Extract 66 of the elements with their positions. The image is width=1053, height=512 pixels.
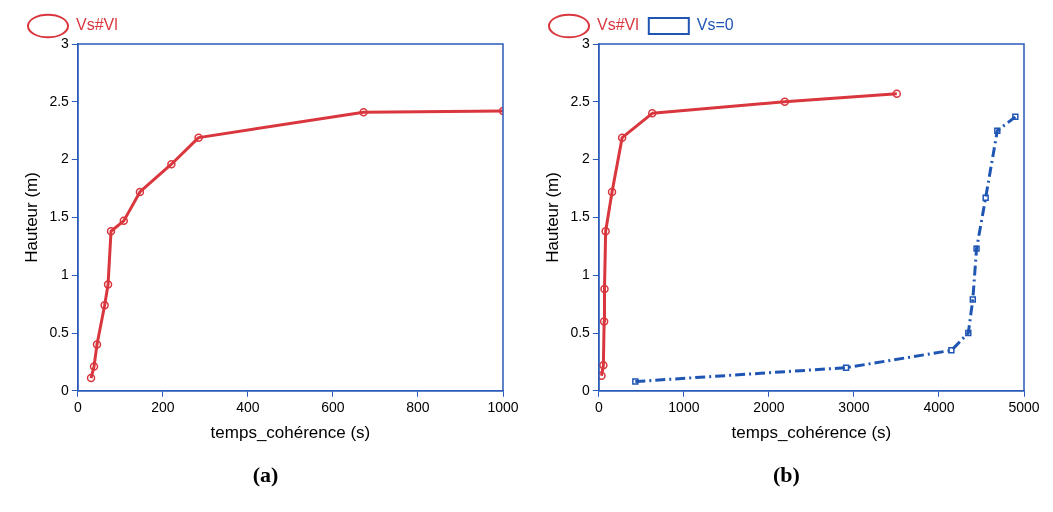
point bbox=[632, 378, 639, 385]
point bbox=[599, 317, 609, 326]
point bbox=[600, 284, 609, 294]
x-tick-label: 3000 bbox=[838, 399, 870, 416]
text: (a) bbox=[252, 462, 279, 488]
x-tick-label: 5000 bbox=[1008, 399, 1040, 416]
point bbox=[1012, 113, 1019, 121]
x-tick-label: 200 bbox=[151, 399, 175, 416]
y-tick-label: 2 bbox=[61, 150, 70, 167]
point bbox=[167, 159, 176, 169]
y-tick-label: 1.5 bbox=[570, 208, 591, 225]
x-axis-title: temps_cohérence (s) bbox=[731, 423, 892, 443]
point bbox=[119, 216, 129, 226]
point bbox=[994, 127, 1001, 134]
point bbox=[969, 296, 977, 303]
x-axis-title: temps_cohérence (s) bbox=[210, 423, 371, 443]
point bbox=[601, 227, 610, 236]
y-tick-label: 0 bbox=[61, 381, 70, 398]
point bbox=[982, 194, 989, 201]
y-axis-title: Hauteur (m) bbox=[542, 172, 562, 263]
y-tick-label: 2.5 bbox=[570, 92, 591, 109]
y-tick-label: 2.5 bbox=[49, 92, 70, 109]
y-tick-label: 2 bbox=[582, 150, 591, 167]
x-tick-label: 1000 bbox=[668, 399, 700, 416]
point bbox=[780, 97, 789, 107]
point bbox=[648, 109, 657, 118]
y-tick-label: 0 bbox=[582, 381, 591, 398]
y-tick-label: 1 bbox=[582, 266, 591, 283]
x-tick-label: 600 bbox=[321, 399, 345, 416]
line-series bbox=[632, 113, 1019, 385]
point bbox=[948, 347, 955, 354]
y-tick-label: 1.5 bbox=[49, 208, 70, 225]
text: (b) bbox=[773, 462, 800, 488]
point bbox=[598, 371, 606, 381]
x-tick-label: 1000 bbox=[487, 399, 519, 416]
point bbox=[607, 187, 617, 197]
point bbox=[965, 329, 972, 337]
point bbox=[973, 245, 980, 252]
point bbox=[86, 373, 96, 383]
point bbox=[599, 361, 608, 370]
point bbox=[842, 364, 850, 371]
x-tick-label: 4000 bbox=[923, 399, 955, 416]
x-tick-label: 800 bbox=[406, 399, 430, 416]
legend-label: Vs#Vl bbox=[597, 16, 639, 34]
point bbox=[92, 340, 102, 349]
x-tick-label: 2000 bbox=[753, 399, 785, 416]
point bbox=[100, 301, 109, 310]
legend-label: Vs#Vl bbox=[76, 16, 118, 34]
y-tick-label: 0.5 bbox=[49, 323, 70, 340]
point bbox=[106, 227, 116, 236]
point bbox=[194, 133, 203, 142]
point bbox=[103, 280, 113, 289]
point bbox=[892, 89, 902, 98]
point bbox=[135, 187, 145, 197]
x-tick-label: 0 bbox=[594, 399, 603, 416]
y-tick-label: 3 bbox=[61, 34, 70, 51]
y-tick-label: 1 bbox=[61, 266, 70, 283]
y-tick-label: 0.5 bbox=[570, 323, 591, 340]
point bbox=[617, 133, 627, 142]
y-tick-label: 3 bbox=[582, 34, 591, 51]
y-axis-title: Hauteur (m) bbox=[21, 172, 41, 263]
legend-label: Vs=0 bbox=[696, 16, 734, 34]
point bbox=[359, 107, 368, 117]
x-tick-label: 0 bbox=[73, 399, 82, 416]
x-tick-label: 400 bbox=[236, 399, 260, 416]
point bbox=[89, 362, 99, 371]
